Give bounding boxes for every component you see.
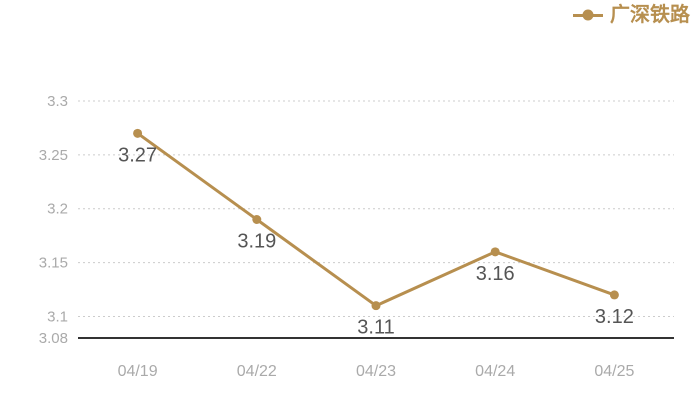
data-point-label: 3.16: [476, 263, 515, 285]
line-series-marker-icon: [573, 8, 603, 22]
data-point-label: 3.27: [118, 144, 157, 166]
x-axis-tick-label: 04/23: [356, 363, 396, 380]
data-point[interactable]: [490, 247, 500, 257]
y-axis-tick-label: 3.1: [47, 308, 68, 325]
data-point[interactable]: [371, 301, 381, 311]
y-axis-tick-label: 3.25: [39, 147, 68, 164]
data-point[interactable]: [133, 128, 143, 138]
y-axis-tick-label: 3.08: [39, 330, 68, 347]
y-axis-tick-label: 3.15: [39, 255, 68, 272]
x-axis-tick-label: 04/19: [118, 363, 158, 380]
y-axis-tick-label: 3.3: [47, 93, 68, 110]
data-point-label: 3.11: [357, 317, 394, 339]
data-point[interactable]: [609, 290, 619, 300]
legend-item-series[interactable]: 广深铁路: [573, 5, 690, 25]
x-axis-tick-label: 04/25: [594, 363, 634, 380]
data-point[interactable]: [252, 215, 262, 224]
x-axis-tick-label: 04/22: [237, 363, 277, 380]
data-point-label: 3.12: [595, 306, 634, 328]
x-axis-tick-label: 04/24: [475, 363, 515, 380]
legend-dot-icon: [582, 9, 594, 21]
legend-label: 广深铁路: [610, 4, 690, 26]
y-axis-tick-label: 3.2: [47, 201, 68, 218]
series-line: [136, 131, 616, 308]
data-point-label: 3.19: [237, 231, 276, 253]
